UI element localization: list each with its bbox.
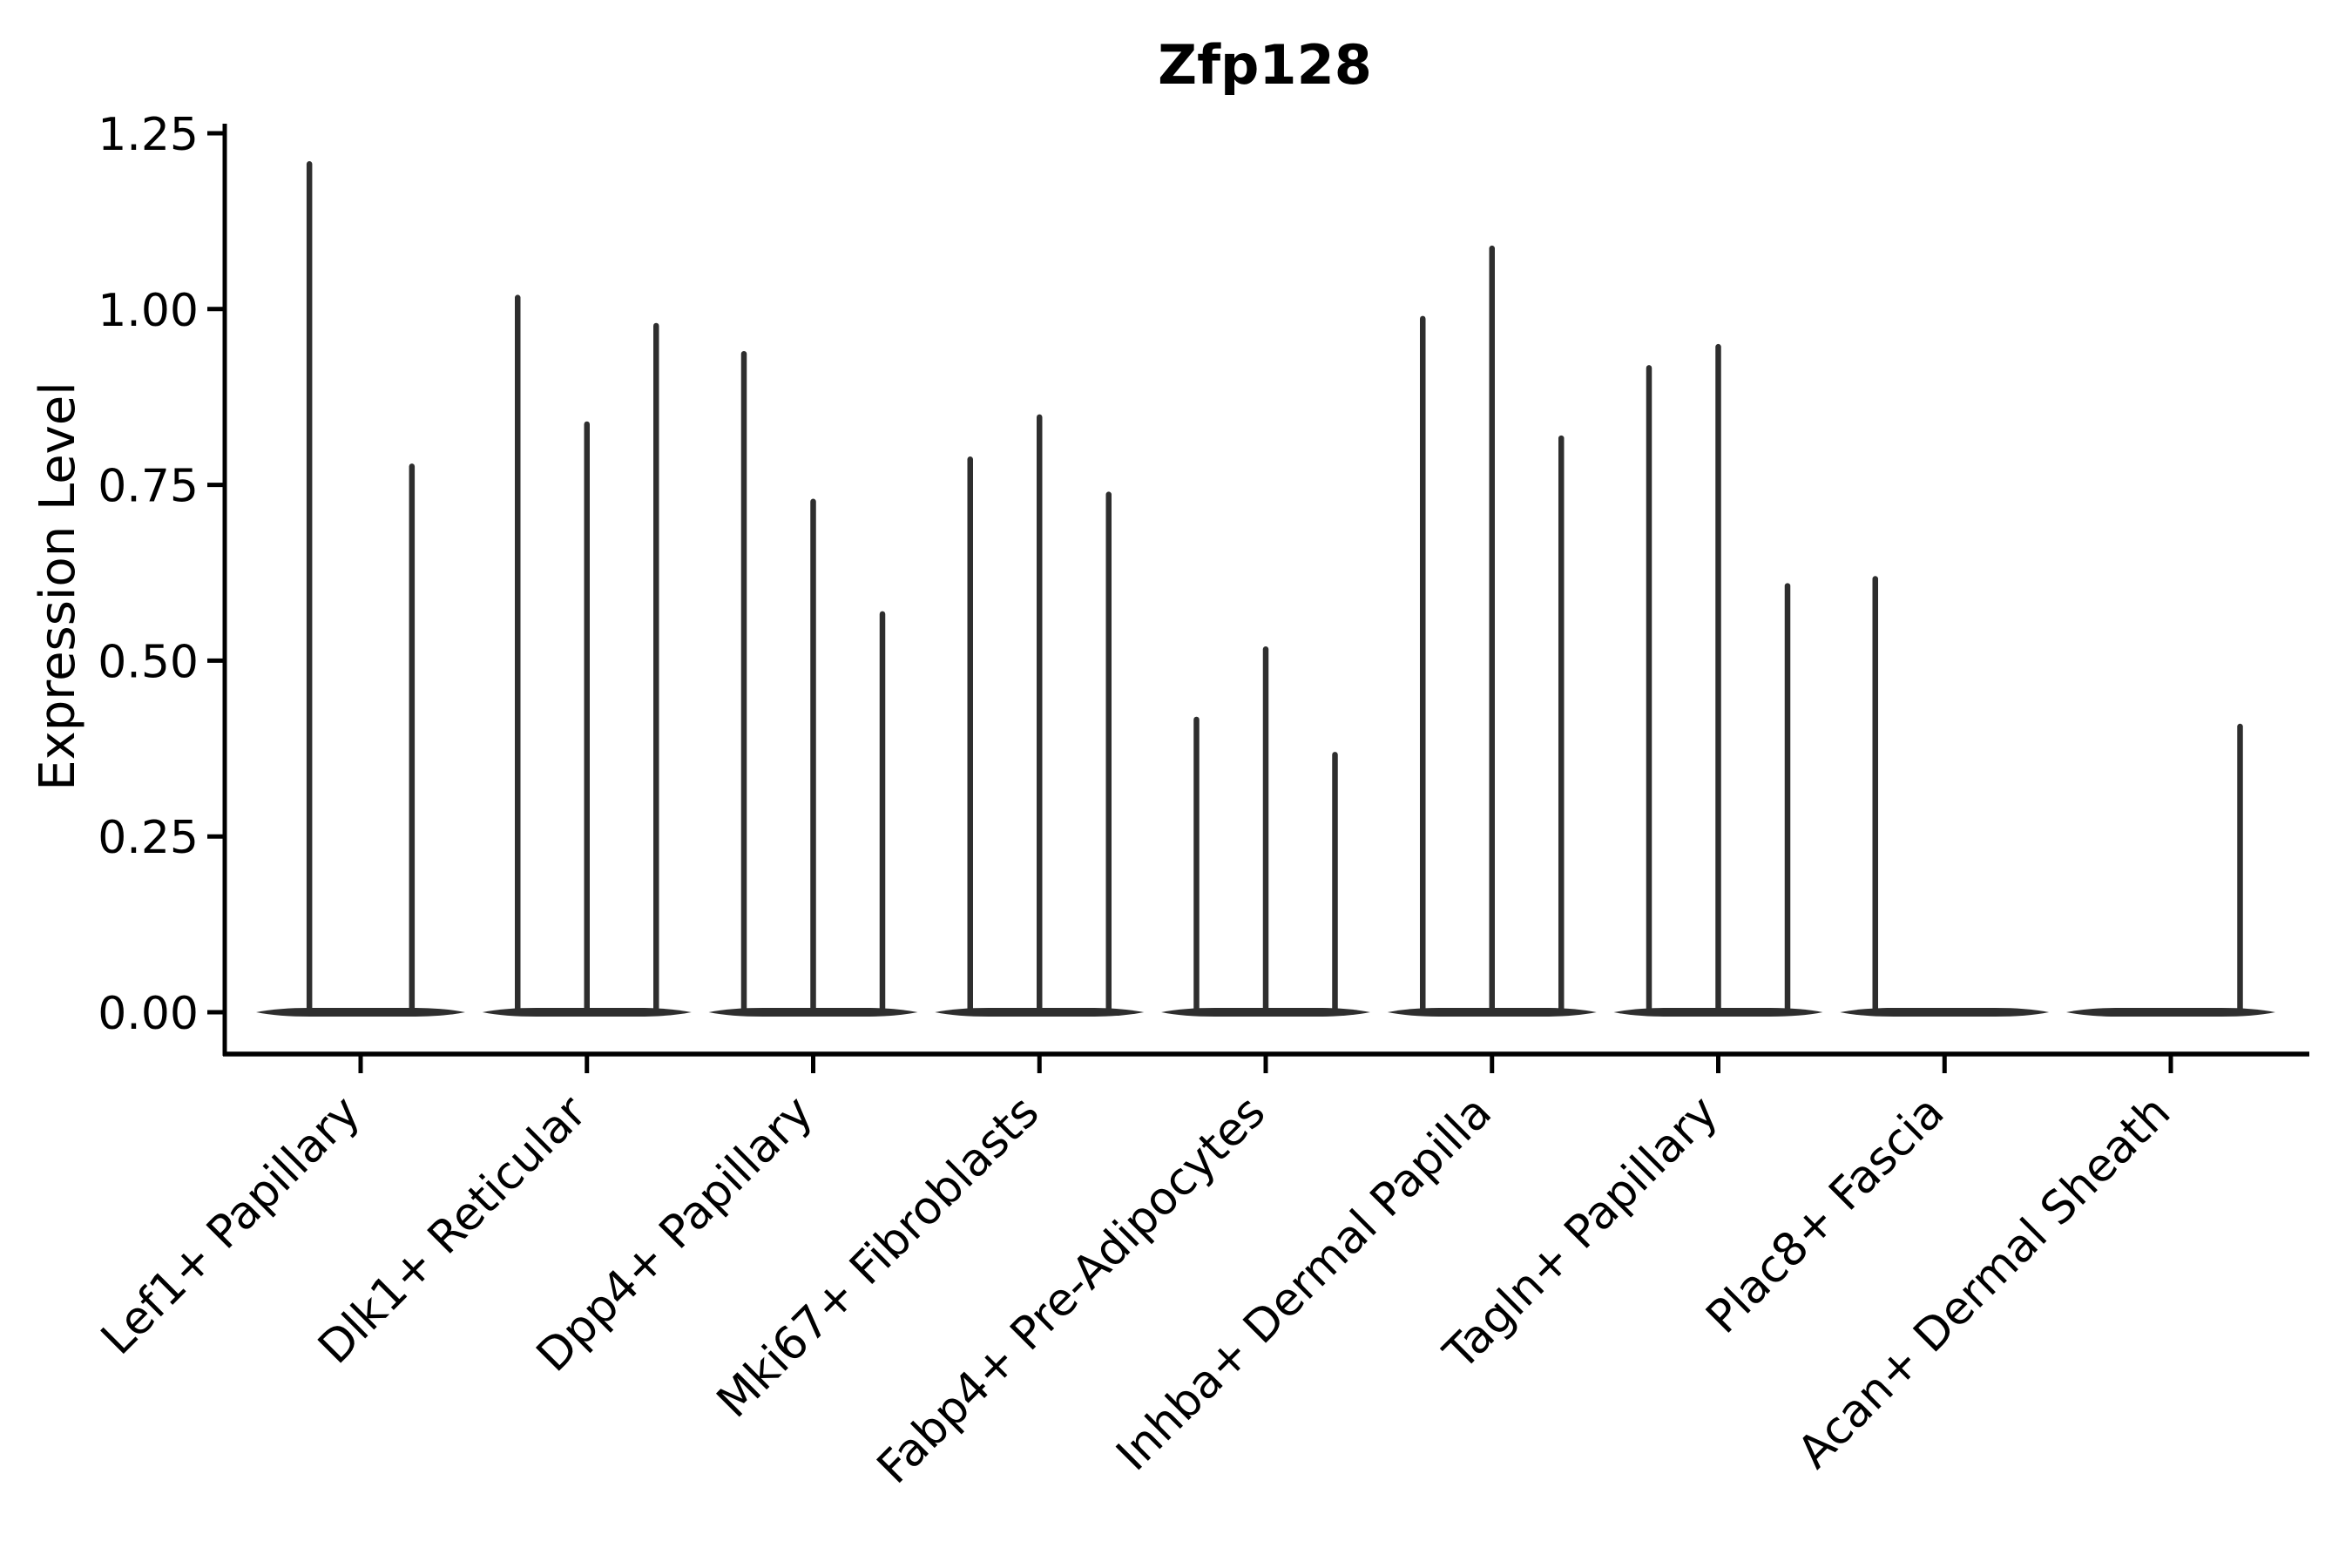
y-tick-label: 0.50: [98, 636, 199, 688]
violin-base: [2066, 1008, 2275, 1017]
violins-layer: [256, 161, 2275, 1017]
y-tick-label: 0.00: [98, 988, 199, 1040]
y-axis-label: Expression Level: [30, 382, 86, 791]
violin-base: [256, 1008, 465, 1017]
y-tick-label: 0.75: [98, 461, 199, 513]
axes-spines: [222, 124, 2309, 1057]
y-tick-label: 0.25: [98, 812, 199, 864]
x-category-label: Fabp4+ Pre-Adipocytes: [868, 1086, 1275, 1494]
x-category-label: Acan+ Dermal Sheath: [1788, 1086, 2181, 1479]
y-tick-label: 1.25: [98, 109, 199, 161]
x-category-label: Inhba+ Dermal Papilla: [1106, 1086, 1501, 1481]
y-axis-ticks: 0.00 0.25 0.50 0.75 1.00 1.25: [98, 109, 225, 1040]
violin-base: [1840, 1008, 2050, 1017]
y-tick-label: 1.00: [98, 285, 199, 337]
x-category-label: Plac8+ Fascia: [1697, 1086, 1955, 1344]
chart-title: Zfp128: [1158, 33, 1372, 97]
x-axis-ticks: [358, 1056, 2173, 1073]
